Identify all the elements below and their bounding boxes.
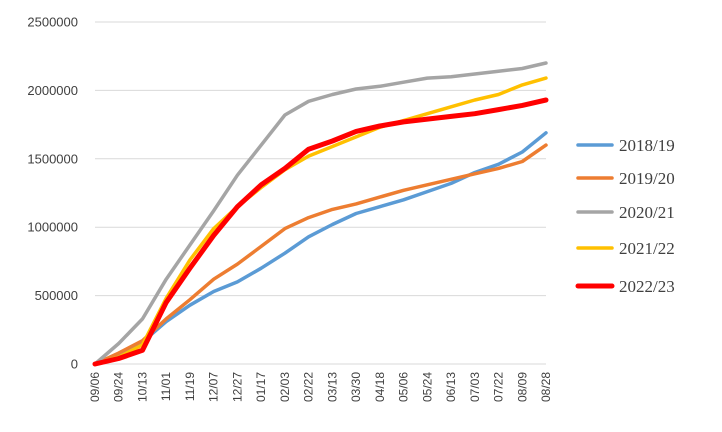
y-tick-label: 1500000 bbox=[27, 151, 78, 166]
series-line-2021-22 bbox=[93, 76, 548, 366]
x-tick-label: 09/06 bbox=[88, 372, 102, 402]
y-tick-label: 1000000 bbox=[27, 220, 78, 235]
series-line-2019-20 bbox=[93, 143, 548, 366]
x-tick-label: 02/22 bbox=[302, 372, 316, 402]
x-tick-label: 08/09 bbox=[515, 372, 529, 402]
x-tick-label: 03/30 bbox=[349, 372, 363, 402]
x-tick-label: 09/24 bbox=[112, 372, 126, 402]
series-line-2018-19 bbox=[93, 131, 548, 366]
x-tick-label: 12/07 bbox=[207, 372, 221, 402]
x-tick-label: 01/17 bbox=[254, 372, 268, 402]
x-tick-label: 02/03 bbox=[278, 372, 292, 402]
x-tick-label: 07/22 bbox=[492, 372, 506, 402]
y-tick-label: 500000 bbox=[35, 288, 78, 303]
x-tick-label: 11/01 bbox=[159, 372, 173, 401]
x-tick-label: 07/03 bbox=[468, 372, 482, 402]
x-tick-label: 03/13 bbox=[325, 372, 339, 402]
x-tick-label: 08/28 bbox=[539, 372, 553, 402]
y-tick-label: 2000000 bbox=[27, 83, 78, 98]
x-tick-label: 04/18 bbox=[373, 372, 387, 402]
x-tick-label: 06/13 bbox=[444, 372, 458, 402]
x-tick-label: 05/24 bbox=[420, 372, 434, 402]
legend-label: 2019/20 bbox=[619, 169, 675, 188]
series-lines bbox=[92, 61, 549, 367]
x-tick-label: 11/19 bbox=[183, 372, 197, 401]
legend-label: 2018/19 bbox=[619, 136, 675, 155]
series-line-2020-21 bbox=[93, 61, 548, 366]
x-tick-label: 05/06 bbox=[397, 372, 411, 402]
x-tick-label: 10/13 bbox=[135, 372, 149, 402]
series-line-2022-23 bbox=[92, 97, 549, 367]
y-tick-label: 2500000 bbox=[27, 15, 78, 30]
x-axis-ticks: 09/06 09/24 10/13 11/01 11/19 12/07 12/27 01/17… bbox=[88, 372, 553, 402]
legend-label: 2022/23 bbox=[619, 277, 675, 296]
legend-label: 2020/21 bbox=[619, 203, 675, 222]
x-tick-label: 12/27 bbox=[230, 372, 244, 402]
legend-label: 2021/22 bbox=[619, 239, 675, 258]
y-axis-ticks: 0 500000 1000000 1500000 2000000 2500000 bbox=[27, 15, 78, 372]
legend: 2018/19 2019/20 2020/21 2021/22 2022/23 bbox=[575, 136, 675, 296]
y-tick-label: 0 bbox=[71, 357, 78, 372]
